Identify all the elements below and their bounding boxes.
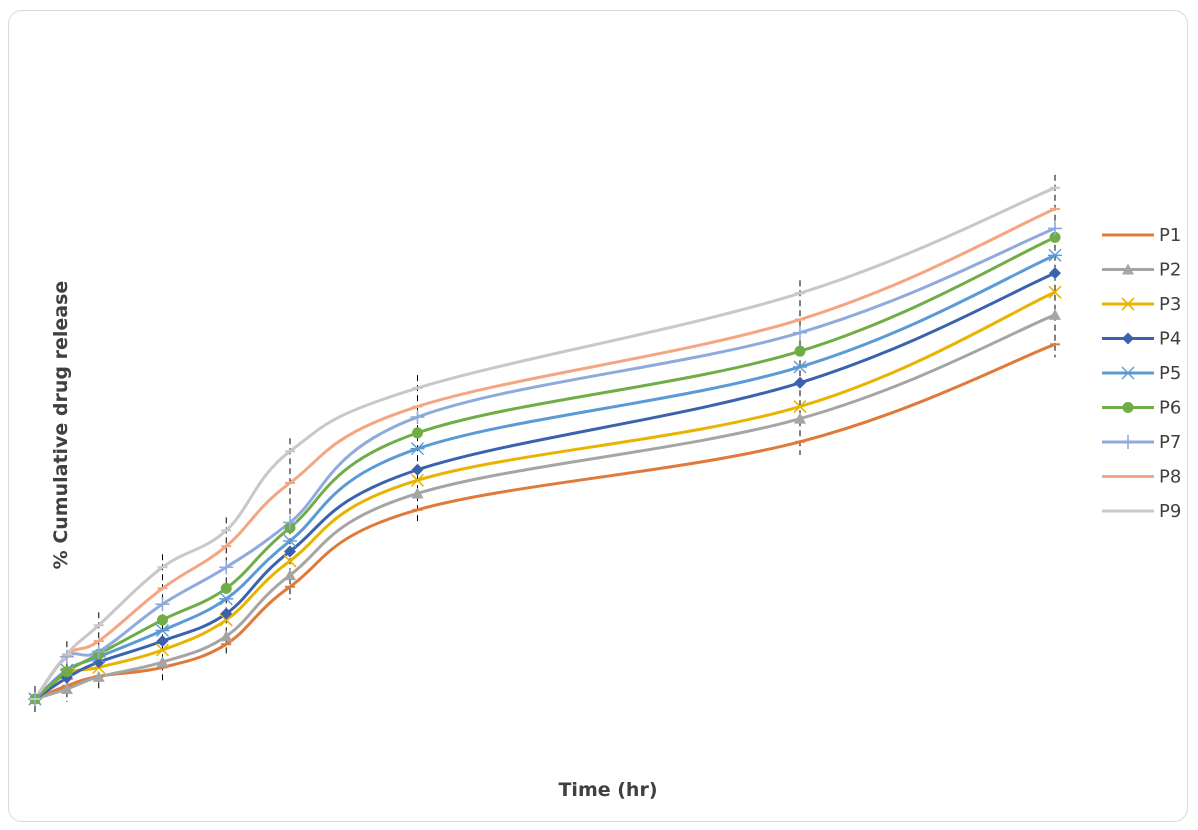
legend-marker-p6 bbox=[1122, 402, 1134, 413]
point-p6-6 bbox=[412, 427, 423, 439]
legend-marker-p2 bbox=[1122, 263, 1134, 275]
series-line-p7 bbox=[33, 226, 1057, 701]
legend-item-p1: P1 bbox=[1102, 225, 1181, 246]
point-p2-3 bbox=[156, 656, 169, 668]
point-p5-8 bbox=[1048, 248, 1062, 262]
legend-item-p7: P7 bbox=[1102, 432, 1181, 453]
point-p3-4 bbox=[219, 613, 233, 627]
legend-label: P5 bbox=[1159, 363, 1181, 384]
point-p4-3 bbox=[156, 635, 169, 648]
point-p2-4 bbox=[220, 630, 233, 642]
point-p4-7 bbox=[794, 376, 806, 389]
point-p2-5 bbox=[284, 569, 296, 581]
series-line-p1 bbox=[33, 342, 1057, 701]
point-p6-7 bbox=[794, 345, 806, 357]
point-p7-8 bbox=[1048, 221, 1062, 236]
point-p5-3 bbox=[155, 623, 170, 637]
legend-item-p3: P3 bbox=[1102, 294, 1181, 315]
y-axis-title: % Cumulative drug release bbox=[50, 281, 72, 570]
legend-label: P3 bbox=[1159, 294, 1181, 315]
point-p5-6 bbox=[410, 442, 425, 456]
legend-marker-p7 bbox=[1121, 435, 1135, 449]
legend-label: P1 bbox=[1159, 225, 1181, 246]
point-p2-6 bbox=[411, 487, 424, 499]
point-p3-8 bbox=[1048, 285, 1062, 299]
legend-label: P7 bbox=[1159, 432, 1181, 453]
legend-label: P6 bbox=[1159, 398, 1181, 419]
point-p7-4 bbox=[219, 560, 234, 575]
legend-item-p9: P9 bbox=[1102, 501, 1181, 522]
legend-marker-p5 bbox=[1121, 366, 1135, 380]
x-axis-title: Time (hr) bbox=[558, 779, 657, 801]
chart-frame bbox=[8, 10, 1188, 822]
point-p7-7 bbox=[793, 325, 807, 340]
point-p6-8 bbox=[1049, 231, 1061, 243]
point-p2-7 bbox=[794, 412, 806, 424]
point-p2-1 bbox=[60, 682, 73, 694]
legend-item-p8: P8 bbox=[1102, 467, 1181, 488]
legend-label: P8 bbox=[1159, 467, 1181, 488]
series-line-p3 bbox=[33, 290, 1057, 701]
legend-label: P2 bbox=[1159, 260, 1181, 281]
series-line-layer bbox=[33, 186, 1057, 701]
legend-item-p6: P6 bbox=[1102, 398, 1181, 419]
legend-label: P4 bbox=[1159, 329, 1181, 350]
point-p6-1 bbox=[61, 666, 73, 678]
marker-layer bbox=[28, 186, 1062, 706]
point-p7-5 bbox=[283, 515, 297, 530]
legend-label: P9 bbox=[1159, 501, 1181, 522]
point-p5-7 bbox=[793, 360, 807, 374]
point-p7-1 bbox=[59, 649, 74, 664]
point-p4-8 bbox=[1049, 267, 1061, 280]
point-p6-3 bbox=[157, 614, 168, 626]
point-p6-4 bbox=[220, 582, 232, 594]
point-p3-6 bbox=[410, 473, 425, 487]
point-p3-3 bbox=[155, 643, 170, 657]
point-p5-4 bbox=[219, 592, 234, 606]
point-p2-2 bbox=[92, 670, 105, 682]
legend-marker-p3 bbox=[1121, 297, 1135, 311]
point-p4-6 bbox=[411, 463, 424, 476]
point-p5-5 bbox=[283, 534, 297, 548]
legend-item-p2: P2 bbox=[1102, 260, 1181, 281]
point-p2-8 bbox=[1049, 308, 1061, 320]
legend-item-p4: P4 bbox=[1102, 329, 1181, 350]
point-p7-2 bbox=[91, 644, 106, 659]
series-line-p9 bbox=[33, 186, 1057, 701]
point-p3-7 bbox=[793, 399, 807, 414]
point-p7-6 bbox=[410, 410, 425, 425]
series-line-p6 bbox=[33, 235, 1057, 701]
legend-item-p5: P5 bbox=[1102, 363, 1181, 384]
legend: P1 P2 P3 P4 P5 P6 P7 P8 P9 bbox=[1102, 225, 1181, 522]
point-p4-5 bbox=[284, 545, 296, 558]
legend-marker-p4 bbox=[1122, 332, 1134, 345]
point-p3-5 bbox=[283, 554, 297, 568]
point-p7-3 bbox=[155, 597, 170, 612]
point-p4-4 bbox=[220, 607, 233, 620]
